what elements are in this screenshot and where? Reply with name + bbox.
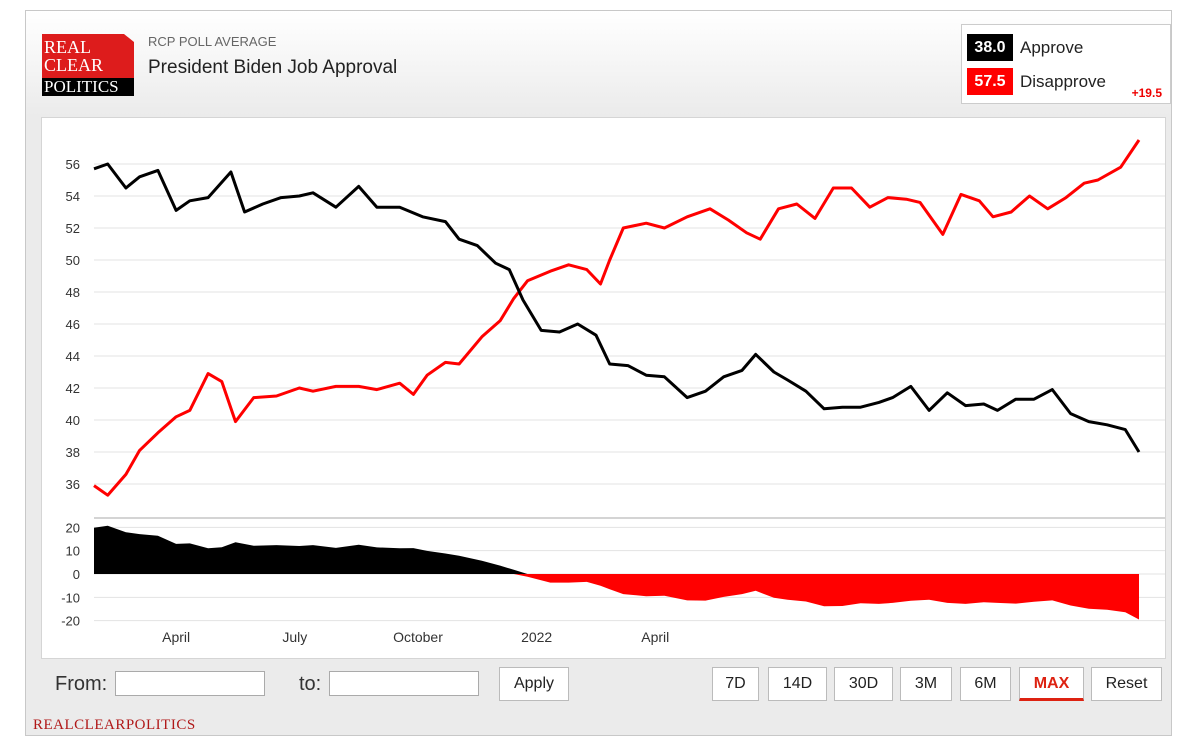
spread-tick-label-0: 0 [73,567,80,582]
disapprove-value: 57.5 [967,68,1013,95]
x-tick-label-2: October [393,629,443,645]
approve-value: 38.0 [967,34,1013,61]
chart-svg: 36 38 40 42 44 46 48 50 52 54 56 20 10 0 -10 -20 April Ju… [61,139,1165,645]
range-30d-button[interactable]: 30D [834,667,893,701]
chart-area: 36 38 40 42 44 46 48 50 52 54 56 20 10 0 -10 -20 April Ju… [41,117,1166,659]
range-14d-button[interactable]: 14D [768,667,827,701]
disapprove-label: Disapprove [1020,71,1106,91]
spread-tick-label-20: 20 [66,520,80,535]
y-tick-label-36: 36 [66,477,80,492]
chart-header: REAL CLEAR POLITICS RCP POLL AVERAGE Pre… [26,11,1171,116]
approve-line [93,162,1141,453]
x-tick-label-0: April [162,629,190,645]
y-tick-label-40: 40 [66,413,80,428]
legend-box: 38.0 Approve 57.5 Disapprove +19.5 [961,24,1171,104]
apply-button[interactable]: Apply [499,667,569,701]
to-date-input[interactable] [329,671,479,696]
from-date-input[interactable] [115,671,265,696]
from-label: From: [55,673,108,695]
range-6m-button[interactable]: 6M [960,667,1011,701]
chart-title: President Biden Job Approval [148,57,398,78]
y-tick-label-48: 48 [66,285,80,300]
logo-line-1: REAL [44,37,91,57]
spread-tick-label--10: -10 [61,590,80,605]
y-tick-label-46: 46 [66,317,80,332]
range-7d-button[interactable]: 7D [712,667,759,701]
y-tick-label-50: 50 [66,253,80,268]
range-max-button[interactable]: MAX [1019,667,1084,701]
date-controls: From: to: Apply 7D 14D 30D 3M 6M MAX Res… [26,661,1171,711]
logo-line-2: CLEAR [44,55,103,75]
chart-subtitle: RCP POLL AVERAGE [148,34,277,49]
legend-approve: 38.0 Approve [967,34,1083,61]
y-tick-label-54: 54 [66,189,80,204]
legend-disapprove: 57.5 Disapprove [967,68,1106,95]
y-tick-label-44: 44 [66,349,80,364]
spread-tick-label--20: -20 [61,614,80,629]
reset-button[interactable]: Reset [1091,667,1162,701]
x-tick-label-1: July [282,629,307,645]
spread-tick-label-10: 10 [66,544,80,559]
spread-value: +19.5 [1131,86,1162,100]
y-tick-label-56: 56 [66,157,80,172]
y-tick-label-42: 42 [66,381,80,396]
rcp-logo: REAL CLEAR POLITICS [42,34,134,96]
disapprove-line [93,139,1141,497]
logo-line-3: POLITICS [44,77,119,96]
approve-label: Approve [1020,37,1084,57]
y-tick-label-38: 38 [66,445,80,460]
y-tick-label-52: 52 [66,221,80,236]
to-label: to: [299,673,322,695]
x-tick-label-4: April [641,629,669,645]
rcp-widget: REAL CLEAR POLITICS RCP POLL AVERAGE Pre… [25,10,1172,736]
x-tick-label-3: 2022 [521,629,552,645]
footer-brand: REALCLEARPOLITICS [33,717,196,733]
spread-negative-area [94,574,1139,620]
spread-positive-area [94,525,1139,574]
range-3m-button[interactable]: 3M [900,667,952,701]
